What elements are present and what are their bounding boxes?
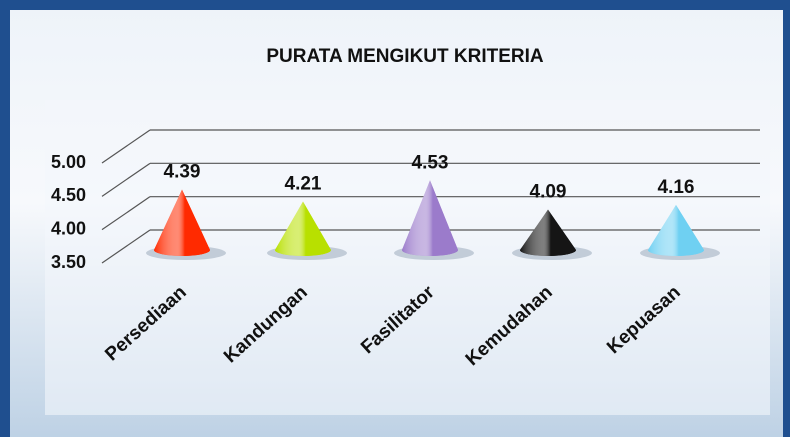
grid-line-side: [101, 162, 151, 197]
cone-shine: [520, 209, 576, 256]
cone-shine: [275, 201, 331, 256]
value-label: 4.09: [530, 182, 567, 203]
grid-line-side: [101, 196, 151, 231]
cone-shine: [648, 205, 704, 256]
value-label: 4.39: [164, 162, 201, 183]
y-tick-label: 4.00: [51, 218, 86, 238]
value-label: 4.16: [658, 177, 695, 198]
y-tick-label: 4.50: [51, 185, 86, 205]
chart-title: PURATA MENGIKUT KRITERIA: [266, 46, 544, 67]
value-label: 4.21: [285, 174, 322, 195]
y-tick-label: 3.50: [51, 252, 86, 272]
grid-line-side: [101, 229, 151, 264]
y-tick-label: 5.00: [51, 152, 86, 172]
cone-shine: [402, 180, 458, 256]
cone-shine: [154, 189, 210, 256]
value-label: 4.53: [412, 152, 449, 173]
plot-area: [45, 100, 770, 415]
grid-line-side: [101, 129, 151, 164]
